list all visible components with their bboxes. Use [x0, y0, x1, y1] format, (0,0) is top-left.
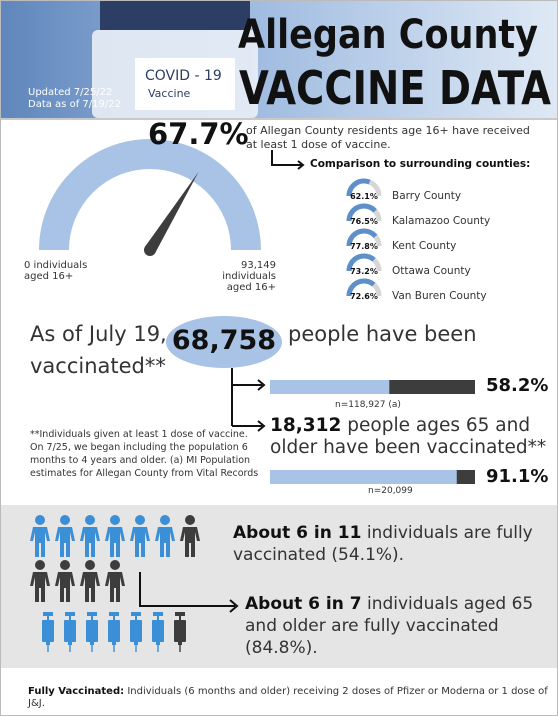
- vaccinated-count: 68,758: [168, 325, 280, 356]
- footer: Fully Vaccinated: Individuals (6 months …: [28, 686, 548, 710]
- county-percent: 77.8%: [350, 242, 378, 251]
- gauge-needle: [145, 172, 199, 253]
- footer-term: Fully Vaccinated:: [28, 686, 124, 697]
- all-percent: 58.2%: [486, 375, 548, 396]
- title-line-1: Allegan County: [238, 12, 538, 58]
- seniors-n: n=20,099: [368, 486, 413, 496]
- county-name: Barry County: [392, 190, 461, 202]
- bar: [270, 380, 389, 394]
- vaccinated-lead: As of July 19,: [30, 322, 167, 346]
- county-percent: 73.2%: [350, 267, 378, 276]
- county-name: Van Buren County: [392, 290, 487, 302]
- updated-date: Updated 7/25/22: [28, 87, 112, 98]
- seniors-text: 18,312 people ages 65 and older have bee…: [270, 415, 555, 459]
- seniors-percent: 91.1%: [486, 466, 548, 487]
- county-name: Ottawa County: [392, 265, 471, 277]
- vial-label: Vaccine: [148, 87, 191, 100]
- dose-percent: 67.7%: [148, 117, 249, 151]
- fully-seniors: About 6 in 7 individuals aged 65 and old…: [245, 593, 545, 659]
- county-name: Kent County: [392, 240, 456, 252]
- fully-all: About 6 in 11 individuals are fully vacc…: [233, 522, 543, 566]
- vaccinated-tail: vaccinated**: [30, 354, 166, 378]
- gauge-max-label: 93,149 individuals aged 16+: [214, 260, 276, 293]
- gauge-track: [54, 154, 246, 250]
- seniors-count: 18,312: [270, 415, 341, 436]
- county-name: Kalamazoo County: [392, 215, 490, 227]
- county-percent: 76.5%: [350, 217, 378, 226]
- data-date: Data as of 7/19/22: [28, 99, 121, 110]
- footnote: **Individuals given at least 1 dose of v…: [30, 428, 262, 480]
- county-percent: 72.6%: [350, 292, 378, 301]
- fully-all-bold: About 6 in 11: [233, 523, 361, 543]
- gauge-hub: [144, 244, 156, 256]
- infographic: Allegan County VACCINE DATA Updated 7/25…: [0, 0, 558, 716]
- title-line-2: VACCINE DATA: [239, 61, 551, 115]
- comparison-title: Comparison to surrounding counties:: [310, 158, 530, 170]
- bar: [270, 470, 457, 484]
- all-n: n=118,927 (a): [335, 400, 401, 410]
- dose-text: of Allegan County residents age 16+ have…: [246, 124, 536, 152]
- county-percent: 62.1%: [350, 192, 378, 201]
- gauge-min-label: 0 individuals aged 16+: [24, 260, 104, 282]
- fully-seniors-bold: About 6 in 7: [245, 594, 362, 614]
- vial-label: COVID - 19: [145, 68, 222, 84]
- vaccinated-tail: people have been: [288, 322, 477, 346]
